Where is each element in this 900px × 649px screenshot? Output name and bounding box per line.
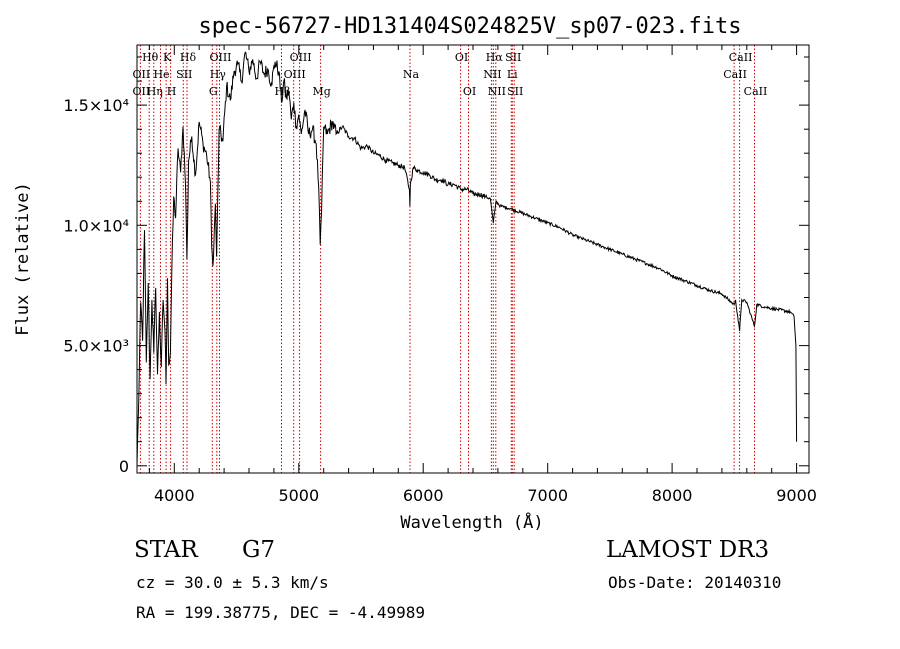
line-label: He xyxy=(153,68,169,81)
line-label: Li xyxy=(507,68,518,81)
axis-ticks xyxy=(137,45,809,473)
x-axis-label: Wavelength (Å) xyxy=(400,511,543,533)
x-tick-label: 7000 xyxy=(527,486,568,505)
line-label: Na xyxy=(403,68,420,81)
line-label: SII xyxy=(176,68,192,81)
line-label: Hγ xyxy=(210,68,227,81)
line-label: NII xyxy=(488,85,506,98)
coordinates-text: RA = 199.38775, DEC = -4.49989 xyxy=(136,603,425,622)
spectrum-series xyxy=(136,51,798,466)
line-label: Hβ xyxy=(275,85,291,98)
x-tick-label: 5000 xyxy=(278,486,319,505)
line-label: Hη xyxy=(147,85,163,98)
survey-name: LAMOST DR3 xyxy=(606,537,770,563)
line-label: OII xyxy=(133,85,151,98)
line-label: SII xyxy=(505,51,521,64)
y-tick-label: 0 xyxy=(119,457,129,476)
line-label: Hθ xyxy=(142,51,159,64)
line-label: Mg xyxy=(312,85,330,98)
object-subclass: G7 xyxy=(242,537,276,563)
y-tick-label: 1.0×10⁴ xyxy=(63,216,129,235)
observation-date: Obs-Date: 20140310 xyxy=(608,573,782,592)
line-label: Hα xyxy=(486,51,504,64)
line-label: SII xyxy=(507,85,523,98)
y-axis-label: Flux (relative) xyxy=(13,182,33,336)
spectral-line-markers xyxy=(139,45,755,473)
spectrum-line xyxy=(136,51,798,466)
x-tick-label: 8000 xyxy=(652,486,693,505)
line-label: OI xyxy=(455,51,468,64)
line-label: K xyxy=(163,51,172,64)
line-label: OII xyxy=(133,68,151,81)
object-class: STAR xyxy=(134,537,198,563)
line-label: CaII xyxy=(729,51,753,64)
line-label: OIII xyxy=(284,68,306,81)
y-tick-label: 1.5×10⁴ xyxy=(63,96,129,115)
y-tick-label: 5.0×10³ xyxy=(63,337,129,356)
x-tick-label: 6000 xyxy=(403,486,444,505)
line-label: Hδ xyxy=(180,51,197,64)
line-label: OIII xyxy=(290,51,312,64)
chart-title: spec-56727-HD131404S024825V_sp07-023.fit… xyxy=(198,14,741,39)
line-label: OI xyxy=(463,85,476,98)
plot-frame xyxy=(136,44,810,474)
line-label: CaII xyxy=(723,68,747,81)
line-label: G xyxy=(209,85,218,98)
x-tick-label: 9000 xyxy=(776,486,817,505)
line-label: H xyxy=(167,85,177,98)
x-tick-label: 4000 xyxy=(154,486,195,505)
line-label: OIII xyxy=(209,51,231,64)
line-label: CaII xyxy=(744,85,768,98)
redshift-text: cz = 30.0 ± 5.3 km/s xyxy=(136,573,329,592)
axis-tick-labels: 4000 5000 6000 7000 8000 9000 0 5.0×10³ 1.0×10⁴ 1… xyxy=(63,96,817,505)
line-label: NII xyxy=(483,68,501,81)
